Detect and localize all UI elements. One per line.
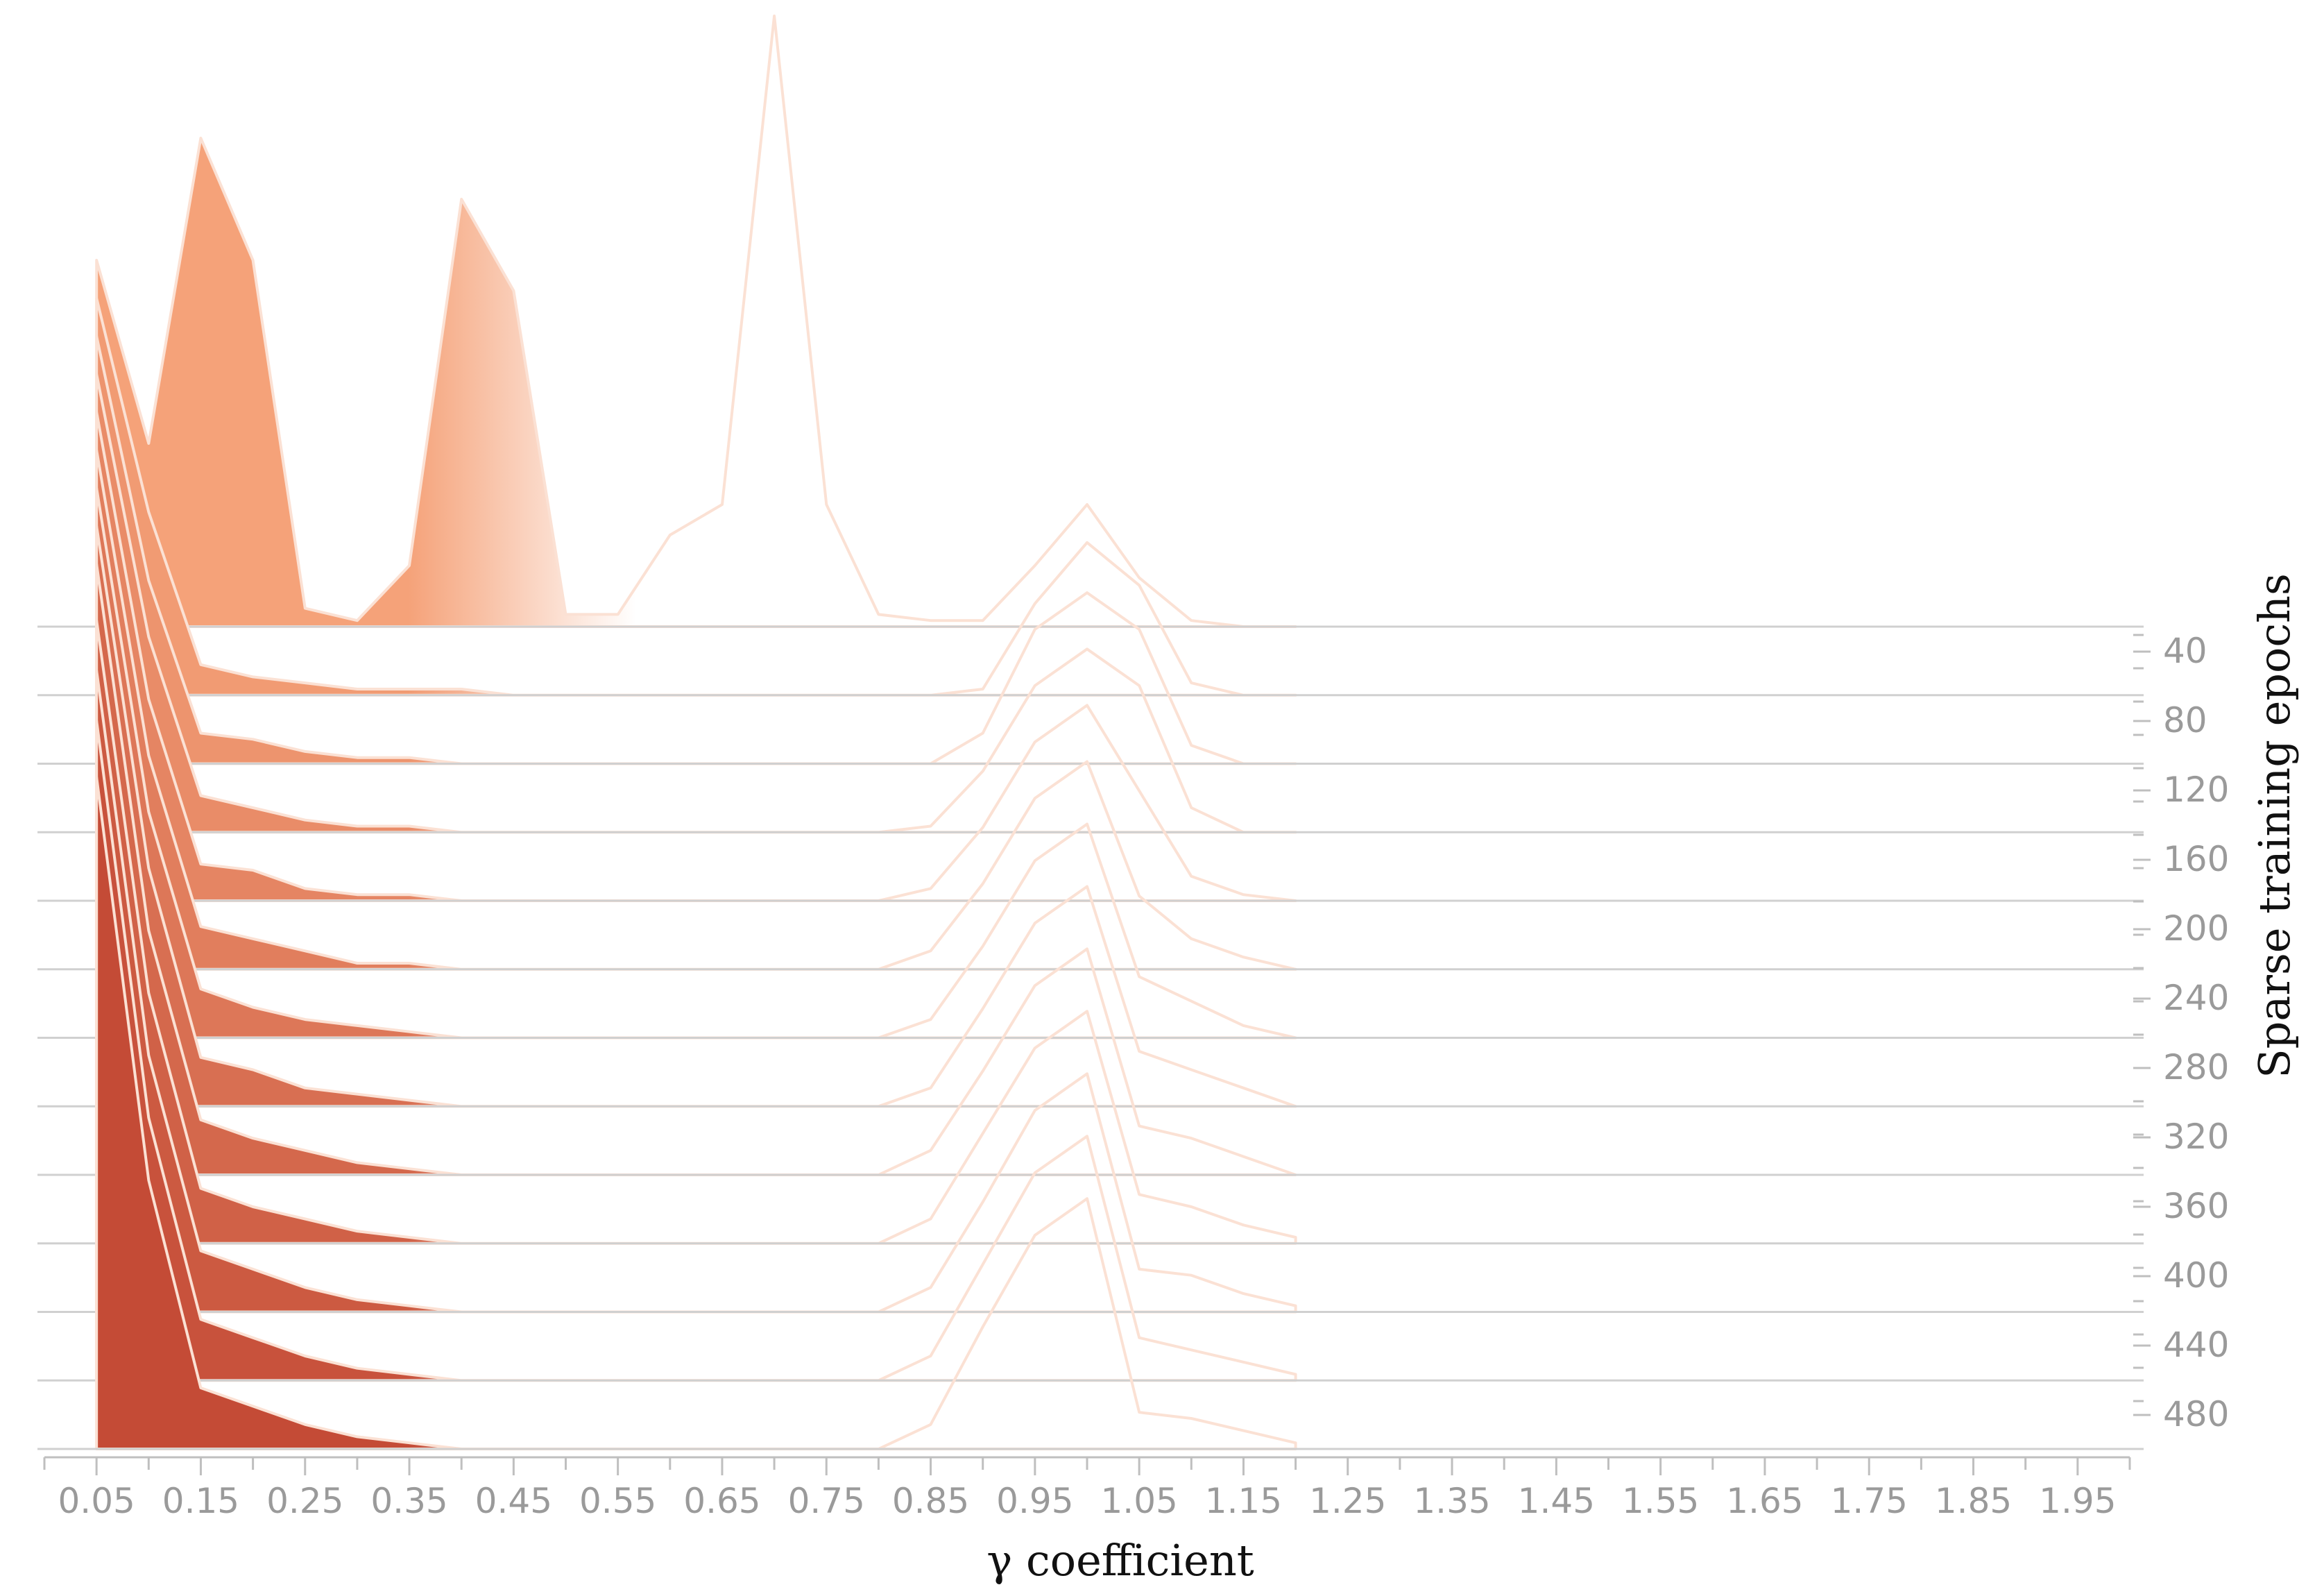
y-tick-label: 160 <box>2163 839 2229 879</box>
x-tick-label: 0.05 <box>58 1481 135 1521</box>
y-tick-label: 280 <box>2163 1047 2229 1087</box>
ridge-epoch-10 <box>37 15 2144 628</box>
x-tick-label: 1.85 <box>1935 1481 2012 1521</box>
x-tick-label: 0.15 <box>162 1481 239 1521</box>
y-tick-label: 440 <box>2163 1325 2229 1365</box>
x-tick-label: 0.25 <box>266 1481 343 1521</box>
x-tick-label: 0.85 <box>892 1481 969 1521</box>
y-tick-label: 240 <box>2163 978 2229 1018</box>
x-tick-label: 1.15 <box>1205 1481 1282 1521</box>
y-tick-label: 480 <box>2163 1394 2229 1434</box>
x-tick-label: 0.55 <box>579 1481 656 1521</box>
y-axis: 40 80 120 160 200 240 280 320 360 400 440 480 <box>2133 631 2229 1434</box>
x-axis-title: γ coefficient <box>986 1535 1254 1586</box>
x-tick-label: 1.75 <box>1831 1481 1908 1521</box>
x-tick-label: 0.95 <box>996 1481 1073 1521</box>
x-tick-label: 1.35 <box>1413 1481 1490 1521</box>
y-tick-label: 40 <box>2163 631 2207 671</box>
ridges-layer <box>37 15 2144 1450</box>
x-tick-label: 0.75 <box>788 1481 865 1521</box>
x-tick-label: 1.05 <box>1100 1481 1177 1521</box>
y-tick-label: 400 <box>2163 1255 2229 1296</box>
y-tick-label: 120 <box>2163 770 2229 810</box>
x-tick-label: 1.25 <box>1309 1481 1386 1521</box>
x-tick-label: 1.55 <box>1622 1481 1699 1521</box>
x-axis: 0.05 0.15 0.25 0.35 0.45 0.55 0.65 0.75 0.85 0.95… <box>43 1456 2131 1521</box>
y-axis-title: Sparse training epochs <box>2249 573 2300 1078</box>
x-tick-label: 0.45 <box>475 1481 552 1521</box>
x-tick-label: 1.95 <box>2039 1481 2116 1521</box>
ridge-epoch-480 <box>37 776 2144 1450</box>
y-tick-label: 80 <box>2163 700 2207 740</box>
x-tick-label: 0.65 <box>683 1481 760 1521</box>
x-tick-label: 1.65 <box>1726 1481 1803 1521</box>
x-tick-label: 0.35 <box>370 1481 447 1521</box>
y-tick-label: 360 <box>2163 1186 2229 1226</box>
x-tick-label: 1.45 <box>1518 1481 1595 1521</box>
y-tick-label: 320 <box>2163 1117 2229 1157</box>
y-tick-label: 200 <box>2163 908 2229 949</box>
